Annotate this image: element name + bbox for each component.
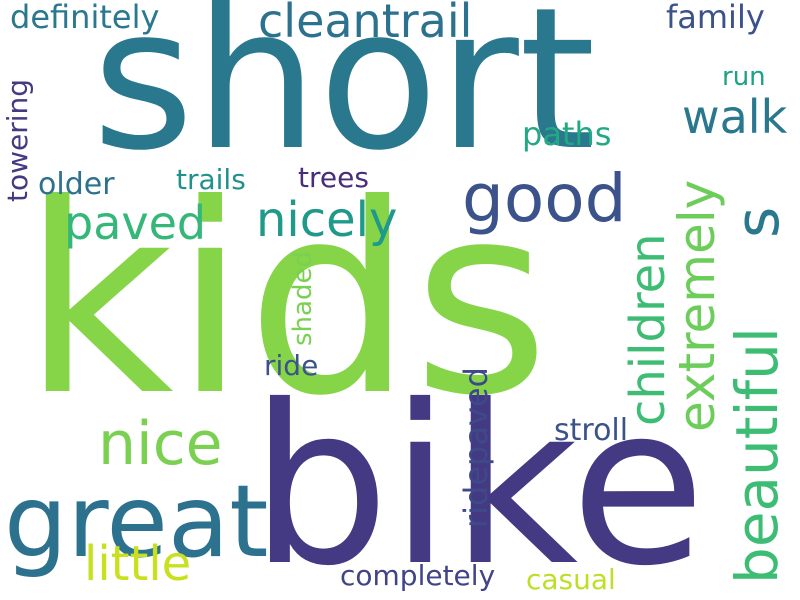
word-run: run: [722, 62, 766, 92]
word-towering: towering: [1, 78, 34, 202]
word-ride: ride: [264, 349, 319, 382]
word-kids: kids: [22, 148, 550, 453]
word-beautiful: beautiful: [723, 327, 791, 584]
word-older: older: [38, 167, 115, 202]
word-nice: nice: [98, 409, 223, 479]
word-little: little: [84, 536, 192, 592]
word-definitely: definitely: [10, 0, 160, 36]
word-trees: trees: [298, 161, 369, 194]
word-great: great: [4, 463, 269, 580]
word-good: good: [462, 160, 627, 237]
word-paths: paths: [522, 115, 612, 153]
word-children: children: [620, 233, 676, 426]
word-casual: casual: [526, 563, 616, 596]
word-bike: bike: [250, 358, 706, 600]
word-trails: trails: [176, 163, 246, 196]
word-completely: completely: [340, 559, 496, 592]
word-ridepaved: ridepaved: [457, 367, 495, 528]
word-family: family: [666, 0, 765, 36]
word-short: short: [92, 0, 596, 194]
word-extremely: extremely: [668, 179, 726, 432]
word-walk: walk: [682, 90, 788, 144]
word-s: s: [723, 206, 793, 238]
word-nicely: nicely: [256, 192, 398, 248]
word-stroll: stroll: [554, 413, 629, 448]
word-cleantrail: cleantrail: [258, 0, 473, 48]
word-paved: paved: [64, 196, 207, 250]
word-shaded: shaded: [288, 251, 318, 346]
